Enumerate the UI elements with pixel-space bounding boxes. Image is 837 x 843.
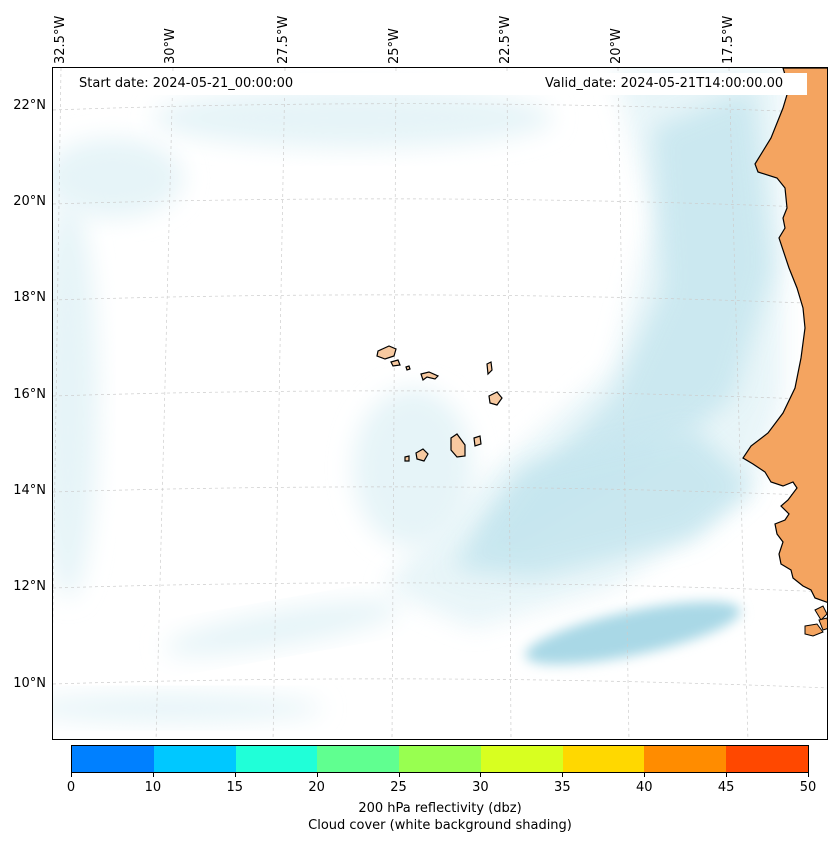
- colorbar-segment-3: [317, 746, 400, 772]
- colorbar-tick-label: 30: [472, 780, 489, 795]
- cloud-patch-northwest: [53, 138, 183, 218]
- cloud-patch-islands: [353, 388, 473, 548]
- colorbar-tick: [808, 773, 809, 777]
- colorbar-tick: [316, 773, 318, 777]
- west-africa-landmass: [742, 68, 827, 603]
- colorbar-label: 200 hPa reflectivity (dbz): [358, 801, 522, 816]
- graticule: [53, 68, 827, 739]
- bijagos-island-2: [804, 623, 824, 637]
- colorbar-tick-label: 50: [799, 780, 817, 795]
- gridline-lat-12: [53, 582, 827, 593]
- gridline-lon-17-5: [728, 68, 749, 739]
- cape-verde-islands: [376, 345, 503, 462]
- island-sao-nicolau: [420, 371, 440, 381]
- lon-label-22-5w: 22.5°W: [498, 15, 513, 64]
- gridline-lat-14: [53, 486, 827, 497]
- island-santa-luzia: [405, 365, 411, 371]
- lat-label-18n: 18°N: [13, 290, 46, 305]
- colorbar-tick: [234, 773, 236, 777]
- colorbar-tick: [398, 773, 400, 777]
- colorbar-tick: [71, 773, 72, 777]
- colorbar-tick-label: 35: [554, 780, 571, 795]
- lat-label-22n: 22°N: [13, 98, 46, 113]
- island-boa-vista: [488, 391, 503, 406]
- gridline-lat-22: [53, 103, 827, 114]
- colorbar-sublabel: Cloud cover (white background shading): [308, 818, 572, 833]
- colorbar-tick-label: 10: [144, 780, 162, 795]
- colorbar-segment-8: [726, 746, 809, 772]
- island-fogo: [415, 448, 429, 462]
- cloud-patch-southwest: [53, 694, 323, 722]
- colorbar-segment-6: [562, 746, 645, 772]
- lon-label-30w: 30°W: [163, 28, 178, 64]
- gridline-lon-27-5: [272, 68, 286, 739]
- colorbar-tick: [562, 773, 564, 777]
- island-maio: [473, 435, 482, 447]
- map-canvas: [53, 68, 827, 739]
- gridline-lat-18: [53, 294, 827, 305]
- bijagos-island-1: [814, 605, 827, 621]
- colorbar-segment-7: [644, 746, 727, 772]
- gridline-lat-20: [53, 198, 827, 209]
- colorbar-tick-label: 45: [717, 780, 735, 795]
- cloud-cover-layer: [53, 68, 783, 722]
- gridline-lat-10: [53, 678, 827, 689]
- island-sal: [486, 361, 493, 376]
- colorbar-tick: [152, 773, 154, 777]
- cloud-band-lower: [453, 428, 753, 578]
- colorbar-segment-4: [399, 746, 481, 772]
- bijagos-island-3: [818, 617, 827, 631]
- colorbar: [71, 745, 809, 773]
- colorbar-segment-0: [72, 746, 154, 772]
- colorbar-segment-2: [235, 746, 318, 772]
- island-brava: [404, 455, 410, 462]
- gridline-lon-22-5: [506, 68, 512, 739]
- gridline-lon-25: [391, 68, 397, 739]
- lon-label-17-5w: 17.5°W: [721, 15, 736, 64]
- colorbar-tick-label: 40: [635, 780, 653, 795]
- info-banner: [71, 73, 807, 95]
- gridline-lon-20: [617, 68, 630, 739]
- cloud-patch-southeast: [525, 601, 741, 665]
- cloud-patch-south-left: [164, 600, 402, 656]
- colorbar-tick-label: 15: [226, 780, 244, 795]
- valid-date-label: Valid_date: 2024-05-21T14:00:00.00: [545, 76, 784, 91]
- gridline-lon-32-5: [53, 68, 62, 630]
- island-santo-antao: [376, 345, 397, 360]
- island-santiago: [450, 433, 466, 458]
- island-sao-vicente: [390, 359, 401, 367]
- colorbar-tick: [480, 773, 482, 777]
- lon-label-27-5w: 27.5°W: [276, 15, 291, 64]
- lat-label-14n: 14°N: [13, 483, 46, 498]
- colorbar-segment-5: [480, 746, 563, 772]
- colorbar-tick: [726, 773, 728, 777]
- colorbar-tick: [644, 773, 646, 777]
- colorbar-tick-label: 0: [66, 780, 76, 795]
- colorbar-tick-label: 20: [308, 780, 325, 795]
- colorbar-tick-label: 25: [390, 780, 407, 795]
- cloud-patch-west: [53, 198, 98, 598]
- lat-label-16n: 16°N: [13, 387, 46, 402]
- lat-label-12n: 12°N: [13, 579, 46, 594]
- gridline-lon-30: [155, 68, 174, 739]
- lon-label-20w: 20°W: [609, 28, 624, 64]
- lon-label-25w: 25°W: [387, 28, 402, 64]
- cloud-band-core: [473, 88, 773, 548]
- cloud-patch-north: [153, 88, 553, 148]
- lat-label-20n: 20°N: [13, 194, 46, 209]
- map-panel[interactable]: [52, 67, 828, 740]
- start-date-label: Start date: 2024-05-21_00:00:00: [79, 76, 294, 91]
- lat-label-10n: 10°N: [13, 676, 46, 691]
- colorbar-segment-1: [153, 746, 236, 772]
- lon-label-32-5w: 32.5°W: [53, 15, 68, 64]
- gridline-lat-16: [53, 390, 827, 401]
